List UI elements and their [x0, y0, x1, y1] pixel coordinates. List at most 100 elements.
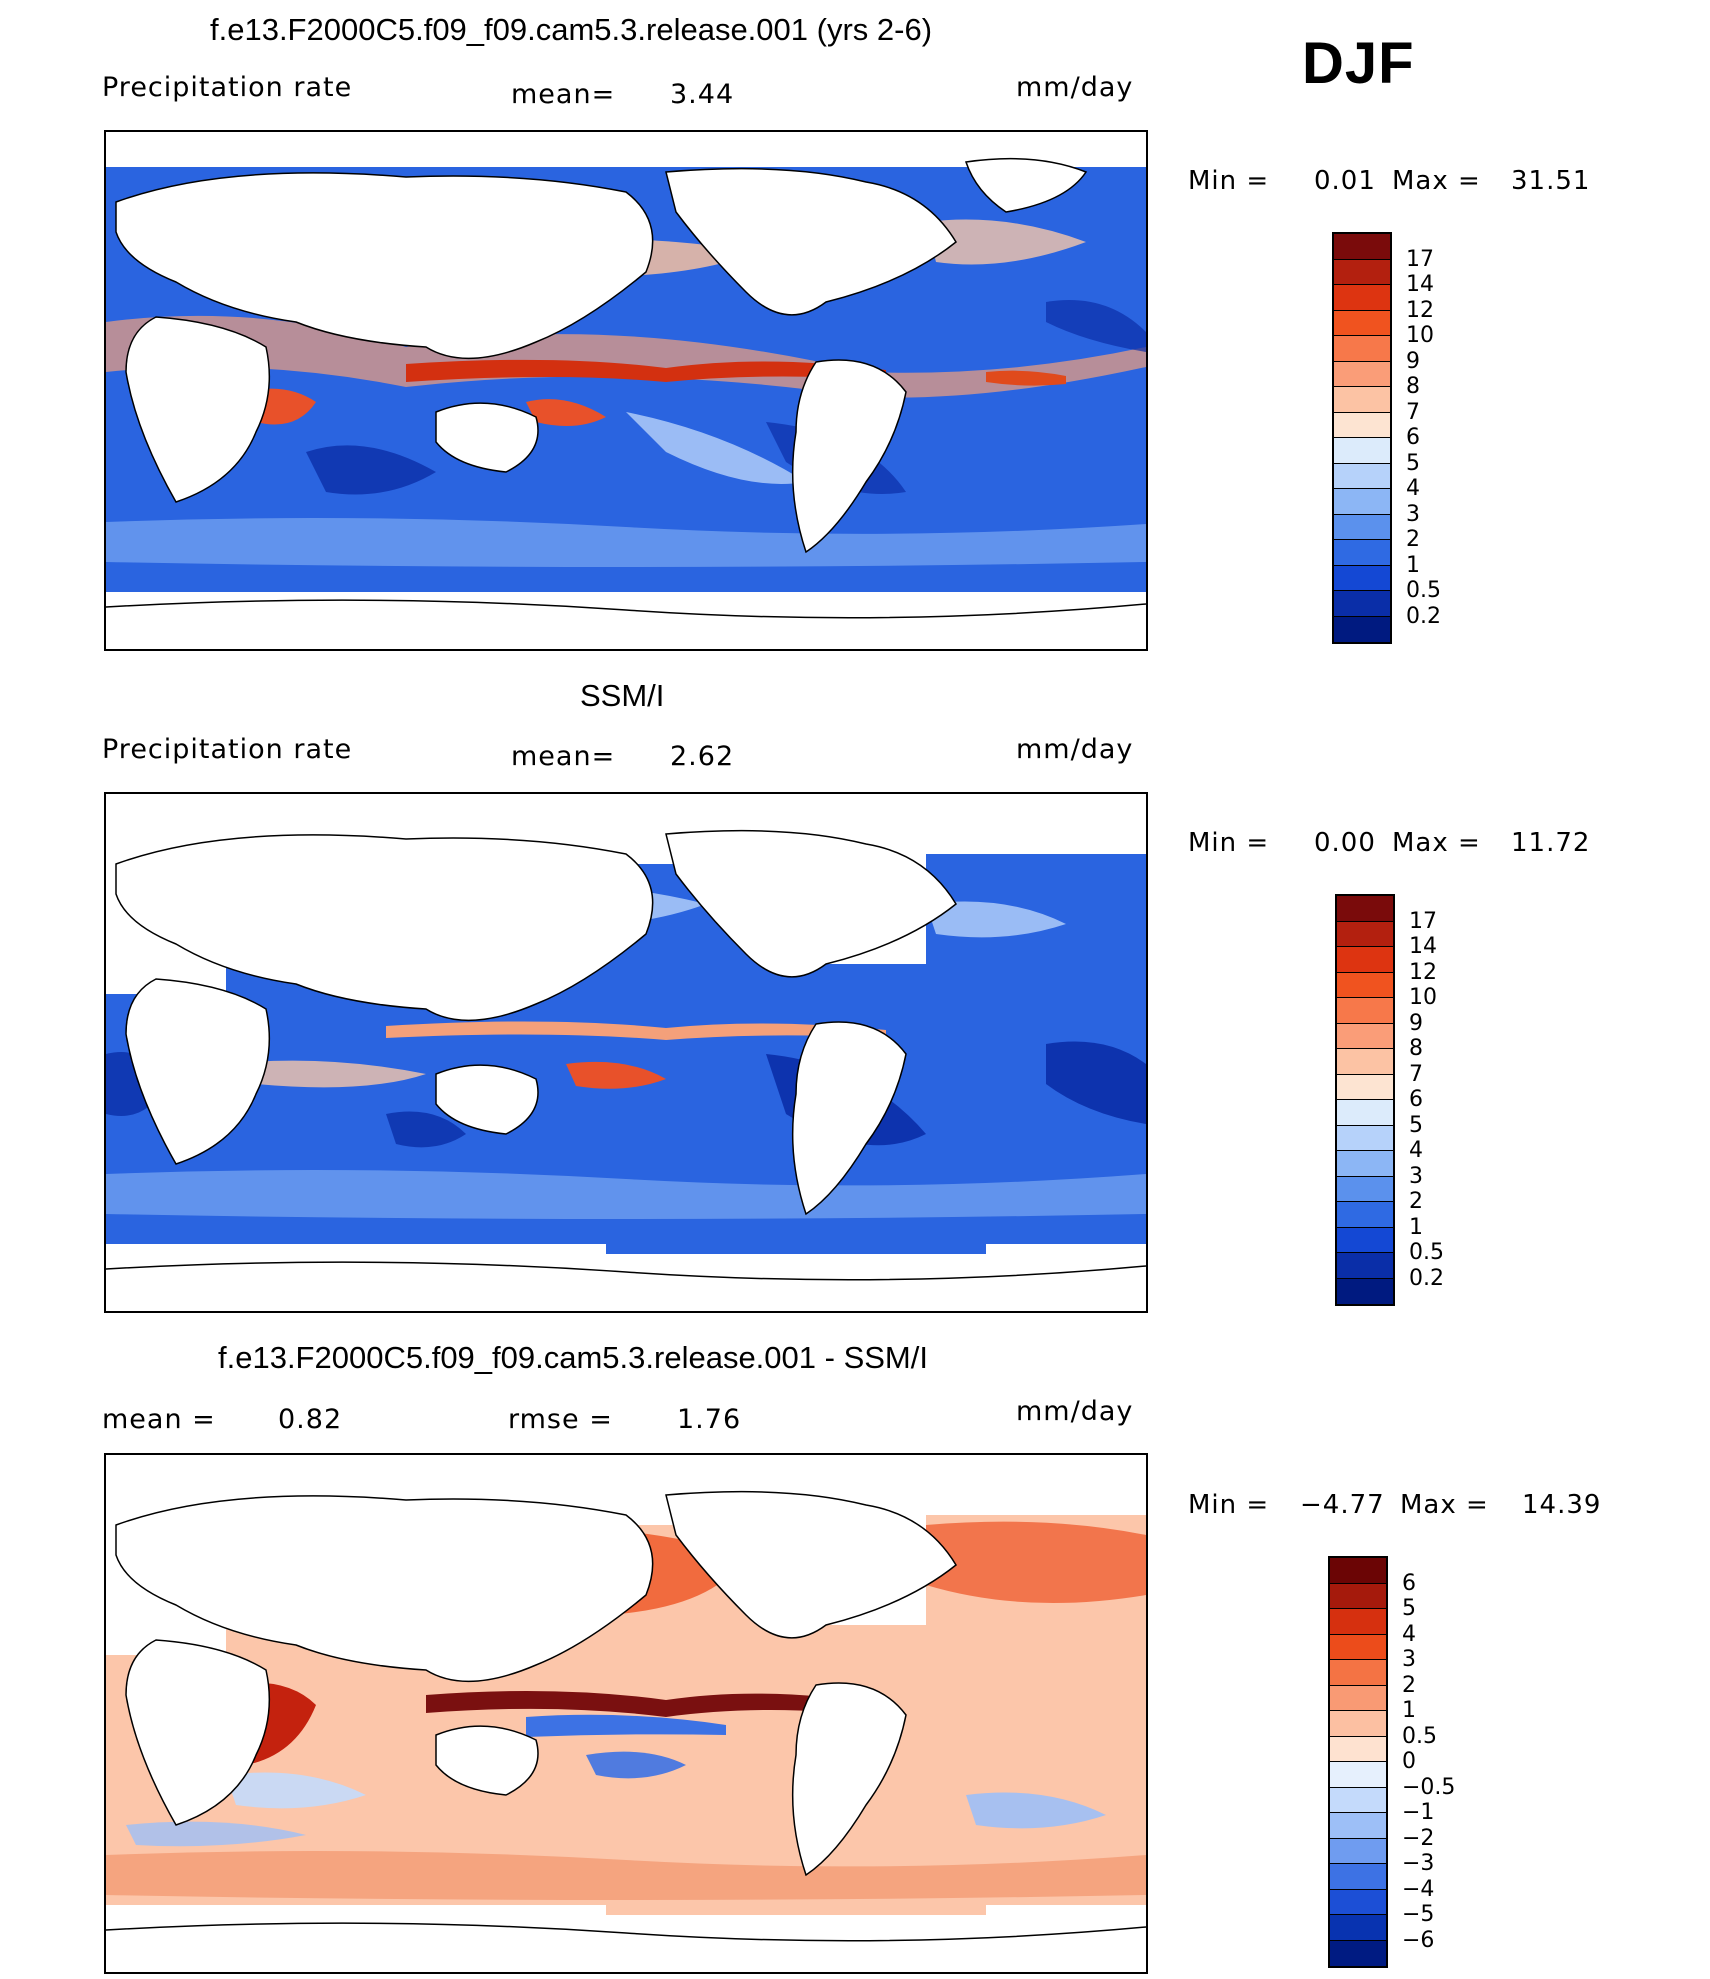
- colorbar-tick-label: 0.5: [1402, 1723, 1437, 1749]
- colorbar-tick-label: 0.5: [1406, 578, 1441, 603]
- colorbar-swatch: [1337, 921, 1393, 947]
- colorbar-swatch: [1330, 1558, 1386, 1584]
- colorbar-tick-label: 1: [1402, 1698, 1416, 1723]
- colorbar-tick-label: 2: [1402, 1672, 1416, 1698]
- panel3-mean-label: mean =: [102, 1404, 216, 1435]
- panel1-max-label: Max =: [1392, 166, 1481, 196]
- panel2-variable-label: Precipitation rate: [102, 734, 353, 765]
- colorbar-swatch: [1330, 1864, 1386, 1890]
- panel1-map: [104, 130, 1148, 651]
- colorbar-swatch: [1330, 1762, 1386, 1788]
- colorbar-tick-label: 10: [1406, 323, 1434, 348]
- panel2-min-value: 0.00: [1314, 828, 1376, 858]
- panel1-mean-value: 3.44: [670, 79, 735, 110]
- colorbar-tick-label: 17: [1409, 908, 1437, 934]
- colorbar-swatch: [1334, 285, 1390, 311]
- colorbar-swatch: [1330, 1787, 1386, 1813]
- colorbar-tick-label: 0.2: [1409, 1265, 1444, 1291]
- panel3-units: mm/day: [1016, 1396, 1134, 1427]
- panel1-map-image: [106, 132, 1146, 649]
- panel3-map: [104, 1453, 1148, 1974]
- colorbar-tick-label: 6: [1402, 1570, 1416, 1596]
- colorbar-swatch: [1334, 387, 1390, 413]
- colorbar-swatch: [1337, 998, 1393, 1024]
- colorbar-tick-label: 7: [1409, 1061, 1423, 1087]
- colorbar-swatch: [1330, 1583, 1386, 1609]
- colorbar-swatch: [1337, 1227, 1393, 1253]
- panel1-mean-label: mean=: [511, 79, 616, 110]
- colorbar-tick-label: 12: [1409, 959, 1437, 985]
- colorbar-tick-label: 3: [1409, 1163, 1423, 1189]
- colorbar-swatch: [1337, 947, 1393, 973]
- colorbar-tick-label: 10: [1409, 985, 1437, 1010]
- panel3-max-label: Max =: [1400, 1490, 1489, 1520]
- colorbar-swatch: [1337, 1049, 1393, 1075]
- colorbar-tick-label: 2: [1406, 527, 1420, 552]
- colorbar-tick-label: 4: [1402, 1621, 1416, 1647]
- colorbar-swatch: [1330, 1838, 1386, 1864]
- colorbar-tick-label: 4: [1409, 1138, 1423, 1163]
- colorbar-tick-label: 8: [1409, 1036, 1423, 1061]
- colorbar-swatch: [1334, 540, 1390, 566]
- panel2-units: mm/day: [1016, 734, 1134, 765]
- colorbar-tick-label: 6: [1406, 425, 1420, 450]
- panel2-mean-value: 2.62: [670, 741, 735, 772]
- colorbar-swatch: [1330, 1685, 1386, 1711]
- colorbar-swatch: [1334, 514, 1390, 540]
- colorbar-swatch: [1337, 1202, 1393, 1228]
- colorbar-tick-label: 9: [1409, 1010, 1423, 1036]
- colorbar-tick-label: 17: [1406, 246, 1434, 272]
- colorbar-tick-label: 3: [1402, 1647, 1416, 1672]
- colorbar-swatch: [1337, 1253, 1393, 1279]
- panel2-title: SSM/I: [580, 678, 665, 713]
- colorbar-swatch: [1334, 259, 1390, 285]
- colorbar-swatch: [1334, 489, 1390, 515]
- colorbar-swatch: [1330, 1711, 1386, 1737]
- colorbar-tick-label: 4: [1406, 476, 1420, 501]
- colorbar-tick-label: −3: [1402, 1851, 1435, 1876]
- colorbar-swatch: [1334, 591, 1390, 617]
- colorbar-tick-label: 0: [1402, 1749, 1416, 1774]
- colorbar-swatch: [1337, 1074, 1393, 1100]
- panel1-colorbar: [1332, 232, 1392, 644]
- panel2-mean-label: mean=: [511, 741, 616, 772]
- colorbar-swatch: [1334, 412, 1390, 438]
- panel2-max-value: 11.72: [1511, 828, 1591, 858]
- colorbar-tick-label: −2: [1402, 1825, 1435, 1851]
- panel2-colorbar: [1335, 894, 1395, 1306]
- colorbar-tick-label: 14: [1409, 934, 1437, 959]
- colorbar-tick-label: 5: [1402, 1596, 1416, 1621]
- colorbar-swatch: [1334, 463, 1390, 489]
- panel3-max-value: 14.39: [1522, 1490, 1602, 1520]
- colorbar-swatch: [1337, 972, 1393, 998]
- colorbar-swatch: [1334, 361, 1390, 387]
- colorbar-swatch: [1330, 1915, 1386, 1941]
- panel3-min-value: −4.77: [1300, 1490, 1385, 1520]
- colorbar-tick-label: 6: [1409, 1087, 1423, 1112]
- season-label: DJF: [1302, 31, 1415, 96]
- colorbar-swatch: [1330, 1813, 1386, 1839]
- panel3-rmse-value: 1.76: [677, 1404, 742, 1435]
- panel3-colorbar: [1328, 1556, 1388, 1968]
- panel1-min-label: Min =: [1188, 166, 1270, 196]
- panel1-title: f.e13.F2000C5.f09_f09.cam5.3.release.001…: [210, 12, 933, 47]
- colorbar-tick-label: 5: [1409, 1112, 1423, 1138]
- colorbar-swatch: [1330, 1889, 1386, 1915]
- colorbar-swatch: [1334, 336, 1390, 362]
- colorbar-swatch: [1337, 1100, 1393, 1126]
- colorbar-tick-label: 2: [1409, 1189, 1423, 1214]
- panel2-min-label: Min =: [1188, 828, 1270, 858]
- colorbar-swatch: [1334, 616, 1390, 642]
- colorbar-tick-label: −5: [1402, 1902, 1435, 1927]
- colorbar-swatch: [1337, 896, 1393, 922]
- colorbar-swatch: [1334, 438, 1390, 464]
- panel2-map-image: [106, 794, 1146, 1311]
- panel3-title: f.e13.F2000C5.f09_f09.cam5.3.release.001…: [218, 1340, 928, 1375]
- panel3-min-label: Min =: [1188, 1490, 1270, 1520]
- colorbar-swatch: [1337, 1125, 1393, 1151]
- panel1-max-value: 31.51: [1511, 166, 1591, 196]
- colorbar-swatch: [1330, 1940, 1386, 1966]
- colorbar-tick-label: 1: [1409, 1214, 1423, 1240]
- colorbar-tick-label: 14: [1406, 272, 1434, 297]
- colorbar-tick-label: −6: [1402, 1927, 1435, 1953]
